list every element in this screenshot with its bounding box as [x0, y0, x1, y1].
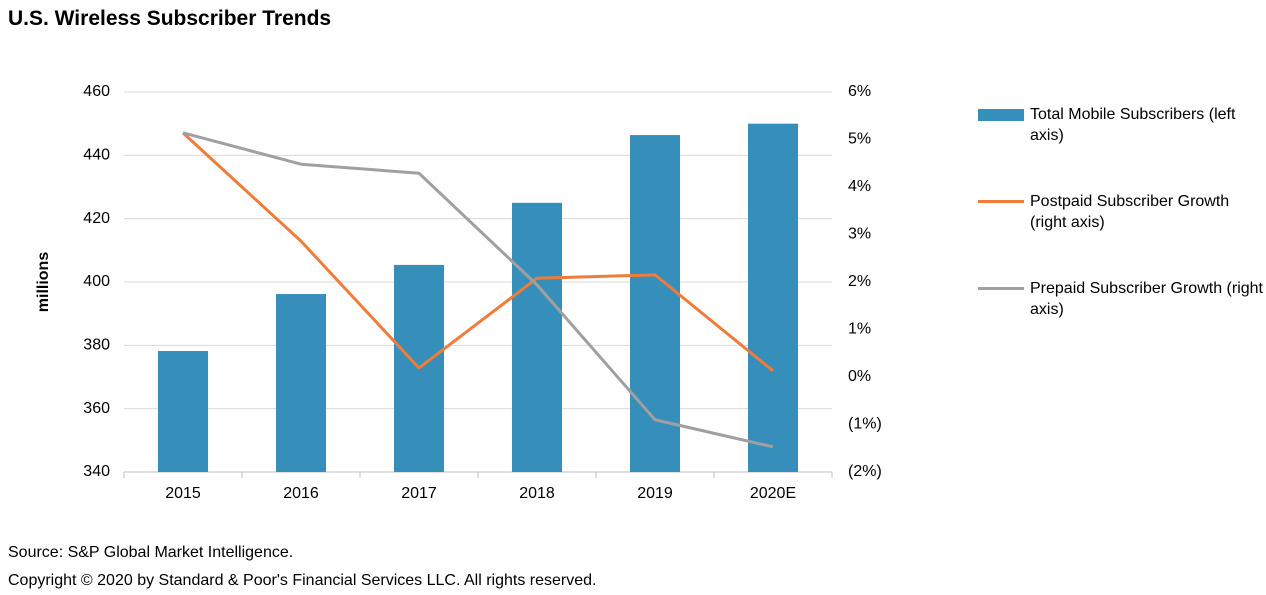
y2-tick-label: 1% — [848, 321, 871, 338]
bar — [630, 135, 680, 473]
legend-swatch — [978, 287, 1024, 290]
bar — [748, 123, 798, 473]
y2-tick-label: 3% — [848, 226, 871, 243]
note: Copyright © 2020 by Standard & Poor's Fi… — [8, 572, 597, 589]
legend-item: Postpaid Subscriber Growth (right axis) — [978, 191, 1230, 233]
line — [182, 131, 774, 449]
y-tick-label: 420 — [83, 210, 110, 227]
chart-title: U.S. Wireless Subscriber Trends — [8, 7, 332, 30]
line — [181, 131, 774, 372]
y-tick-label: 360 — [83, 400, 110, 417]
y2-tick-label: 5% — [848, 131, 871, 148]
legend-label: Total Mobile Subscribers (left axis) — [1030, 106, 1236, 144]
bar — [158, 351, 208, 472]
legend-swatch — [978, 200, 1024, 203]
x-tick-label: 2017 — [401, 485, 437, 502]
bar — [276, 294, 326, 472]
y2-tick-label: 2% — [848, 273, 871, 290]
legend-label: Postpaid Subscriber Growth (right axis) — [1030, 193, 1230, 231]
y2-tick-label: 0% — [848, 368, 871, 385]
bar — [512, 202, 562, 473]
note: Source: S&P Global Market Intelligence. — [8, 544, 294, 561]
y-tick-label: 460 — [83, 83, 110, 100]
y-axis-label: millions — [35, 252, 52, 313]
y2-tick-label: (1%) — [848, 416, 882, 433]
notes: Source: S&P Global Market Intelligence. C… — [8, 539, 596, 595]
legend-label: Prepaid Subscriber Growth (right axis) — [1030, 280, 1263, 318]
y2-tick-label: 4% — [848, 178, 871, 195]
legend-item: Prepaid Subscriber Growth (right axis) — [978, 278, 1266, 320]
y-tick-label: 440 — [83, 147, 110, 164]
x-tick-label: 2019 — [637, 485, 673, 502]
x-tick-label: 2016 — [283, 485, 319, 502]
x-tick-label: 2018 — [519, 485, 555, 502]
y2-tick-label: 6% — [848, 83, 871, 100]
x-tick-label: 2015 — [165, 485, 201, 502]
y-tick-label: 400 — [83, 273, 110, 290]
y-tick-label: 340 — [83, 463, 110, 480]
legend-item: Total Mobile Subscribers (left axis) — [978, 104, 1266, 146]
y-tick-label: 380 — [83, 337, 110, 354]
y2-tick-label: (2%) — [848, 463, 882, 480]
x-tick-label: 2020E — [750, 485, 796, 502]
legend: Total Mobile Subscribers (left axis) Post… — [978, 104, 1266, 365]
legend-swatch — [978, 109, 1024, 121]
